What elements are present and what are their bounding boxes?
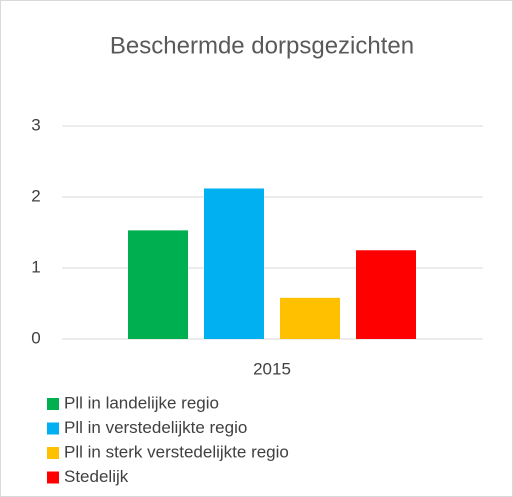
legend-label: Stedelijk <box>64 467 129 486</box>
legend-swatch <box>47 471 59 484</box>
chart-title: Beschermde dorpsgezichten <box>110 32 414 59</box>
y-tick-label: 0 <box>31 328 40 347</box>
bar <box>128 230 188 339</box>
y-tick-label: 1 <box>31 257 40 276</box>
legend-label: Pll in sterk verstedelijkte regio <box>64 442 289 461</box>
y-tick-label: 2 <box>31 186 40 205</box>
legend-label: Pll in verstedelijkte regio <box>64 418 247 437</box>
y-tick-label: 3 <box>31 115 40 134</box>
legend-label: Pll in landelijke regio <box>64 393 219 412</box>
legend-swatch <box>47 422 59 435</box>
bar <box>356 250 416 339</box>
legend-swatch <box>47 398 59 410</box>
bar <box>204 188 264 339</box>
bar <box>280 297 340 339</box>
x-tick-label: 2015 <box>253 359 291 378</box>
legend-swatch <box>47 447 59 459</box>
